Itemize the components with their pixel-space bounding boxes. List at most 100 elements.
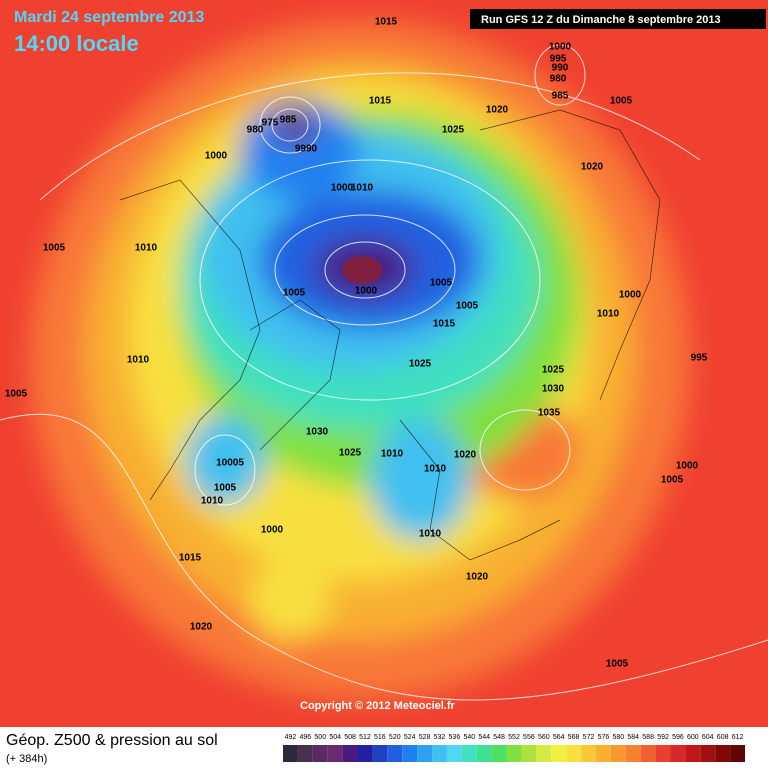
scale-label: 524 xyxy=(404,734,416,741)
isobar-label: 10005 xyxy=(216,458,244,469)
scale-label: 580 xyxy=(612,734,624,741)
scale-swatch xyxy=(670,745,686,762)
scale-swatch xyxy=(730,745,745,762)
date: Mardi 24 septembre 2013 xyxy=(14,9,204,26)
footer-lead: (+ 384h) xyxy=(6,753,47,765)
scale-label: 612 xyxy=(732,734,744,741)
scale-label: 508 xyxy=(344,734,356,741)
scale-swatch xyxy=(566,745,582,762)
isobar-label: 1000 xyxy=(205,151,228,162)
scale-label: 584 xyxy=(627,734,639,741)
scale-swatch xyxy=(640,745,656,762)
isobar-label: 975 xyxy=(262,118,279,129)
isobar-label: 1005 xyxy=(283,288,306,299)
scale-swatch xyxy=(715,745,731,762)
isobar-label: 1010 xyxy=(424,464,447,475)
isobar-label: 1010 xyxy=(135,243,158,254)
scale-swatch xyxy=(476,745,492,762)
scale-swatch xyxy=(536,745,552,762)
isobar-label: 985 xyxy=(552,91,569,102)
footer-title: Géop. Z500 & pression au sol xyxy=(6,732,218,749)
isobar-label: 1015 xyxy=(179,553,202,564)
scale-swatch xyxy=(461,745,477,762)
isobar-label: 1005 xyxy=(430,278,453,289)
isobar-label: 1010 xyxy=(351,183,374,194)
scale-label: 576 xyxy=(598,734,610,741)
scale-label: 532 xyxy=(434,734,446,741)
scale-label: 536 xyxy=(449,734,461,741)
scale-swatch xyxy=(685,745,701,762)
scale-label: 600 xyxy=(687,734,699,741)
isobar-label: 1005 xyxy=(606,659,629,670)
scale-swatch xyxy=(402,745,418,762)
scale-label: 504 xyxy=(329,734,341,741)
isobar-label: 1010 xyxy=(597,309,620,320)
isobar-label: 1010 xyxy=(201,496,224,507)
scale-label: 548 xyxy=(493,734,505,741)
isobar-label: 1005 xyxy=(661,475,684,486)
scale-swatch xyxy=(312,745,328,762)
scale-swatch xyxy=(297,745,313,762)
scale-swatch xyxy=(521,745,537,762)
time: 14:00 locale xyxy=(14,31,139,56)
isobar-label: 1020 xyxy=(454,450,477,461)
scale-swatch xyxy=(327,745,343,762)
isobar-label: 1025 xyxy=(442,125,465,136)
scale-label: 568 xyxy=(568,734,580,741)
run-box xyxy=(470,9,766,29)
isobar-label: 1015 xyxy=(375,17,398,28)
isobar-label: 1005 xyxy=(610,96,633,107)
isobar-label: 1000 xyxy=(676,461,699,472)
scale-label: 544 xyxy=(478,734,490,741)
scale-label: 592 xyxy=(657,734,669,741)
scale-swatch xyxy=(700,745,716,762)
isobar-label: 1015 xyxy=(369,96,392,107)
isobar-label: 1020 xyxy=(190,622,213,633)
isobar-label: 1025 xyxy=(409,359,432,370)
isobar-label: 1005 xyxy=(456,301,479,312)
scale-label: 588 xyxy=(642,734,654,741)
scale-swatch xyxy=(625,745,641,762)
isobar-label: 1035 xyxy=(538,408,561,419)
scale-swatch xyxy=(506,745,522,762)
scale-label: 492 xyxy=(285,734,297,741)
scale-label: 608 xyxy=(717,734,729,741)
isobar-label: 9990 xyxy=(295,144,318,155)
scale-swatch xyxy=(342,745,358,762)
isobar-label: 995 xyxy=(691,353,708,364)
scale-label: 540 xyxy=(463,734,475,741)
isobar-label: 1030 xyxy=(542,384,565,395)
run: Run GFS 12 Z du Dimanche 8 septembre 201… xyxy=(481,14,721,26)
isobar-label: 1010 xyxy=(127,355,150,366)
isobar-label: 1000 xyxy=(355,286,378,297)
isobar-label: 980 xyxy=(247,125,264,136)
scale-swatch xyxy=(372,745,388,762)
isobar-label: 1020 xyxy=(486,105,509,116)
isobar-label: 1000 xyxy=(261,525,284,536)
scale-swatch xyxy=(491,745,507,762)
scale-label: 604 xyxy=(702,734,714,741)
isobar-label: 1000 xyxy=(619,290,642,301)
isobar-label: 1000 xyxy=(549,42,572,53)
scale-swatch xyxy=(283,745,298,762)
scale-label: 520 xyxy=(389,734,401,741)
isobar-label: 985 xyxy=(280,115,297,126)
scale-label: 512 xyxy=(359,734,371,741)
isobar-label: 980 xyxy=(550,74,567,85)
scale-label: 560 xyxy=(538,734,550,741)
copyright: Copyright © 2012 Meteociel.fr xyxy=(300,700,456,712)
scale-swatch xyxy=(432,745,447,762)
scale-label: 596 xyxy=(672,734,684,741)
isobar-label: 1015 xyxy=(433,319,456,330)
scale-swatch xyxy=(446,745,462,762)
isobar-label: 1000 xyxy=(331,183,354,194)
isobar-label: 1025 xyxy=(542,365,565,376)
scale-swatch xyxy=(581,745,596,762)
scale-swatch xyxy=(610,745,626,762)
isobar-label: 995 xyxy=(550,54,567,65)
isobar-label: 1005 xyxy=(214,483,237,494)
scale-label: 500 xyxy=(314,734,326,741)
isobar-label: 1005 xyxy=(43,243,66,254)
